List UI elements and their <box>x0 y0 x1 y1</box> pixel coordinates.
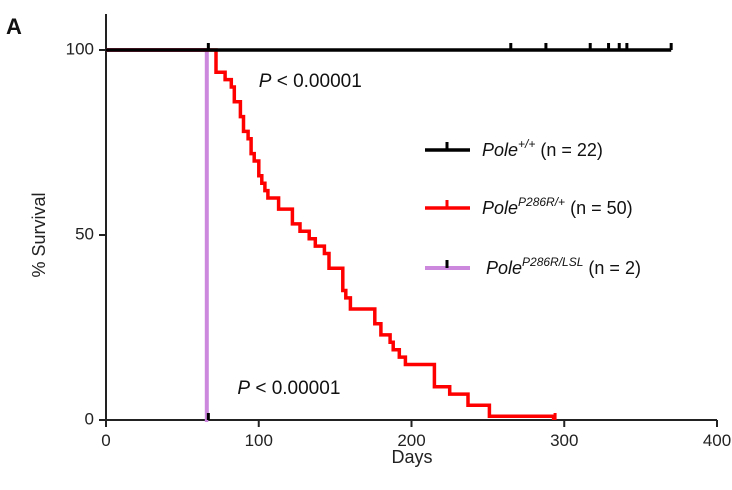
x-tick-label: 100 <box>245 431 273 450</box>
x-tick-label: 200 <box>397 431 425 450</box>
x-axis-label: Days <box>391 447 432 467</box>
x-tick-label: 0 <box>101 431 110 450</box>
legend: Pole+/+ (n = 22) PoleP286R/+ (n = 50) PoleP2… <box>425 137 641 278</box>
p-value-annotation: P < 0.00001 <box>259 71 362 92</box>
y-tick-label: 0 <box>85 409 94 428</box>
series-line-pole-p286r-het <box>106 48 556 420</box>
y-tick-label: 50 <box>75 224 94 243</box>
y-axis-label: % Survival <box>29 192 49 277</box>
legend-label-pole-p286r-lsl: PoleP286R/LSL (n = 2) <box>486 255 641 278</box>
x-tick-label: 300 <box>550 431 578 450</box>
x-tick-label: 400 <box>703 431 731 450</box>
series-line-pole-p286r-lsl <box>106 48 209 422</box>
panel-label: A <box>6 14 22 39</box>
legend-label-pole-wt: Pole+/+ (n = 22) <box>482 137 603 160</box>
y-tick-label: 100 <box>66 39 94 58</box>
p-value-annotation: P < 0.00001 <box>237 378 340 399</box>
legend-label-pole-p286r-het: PoleP286R/+ (n = 50) <box>482 195 633 218</box>
